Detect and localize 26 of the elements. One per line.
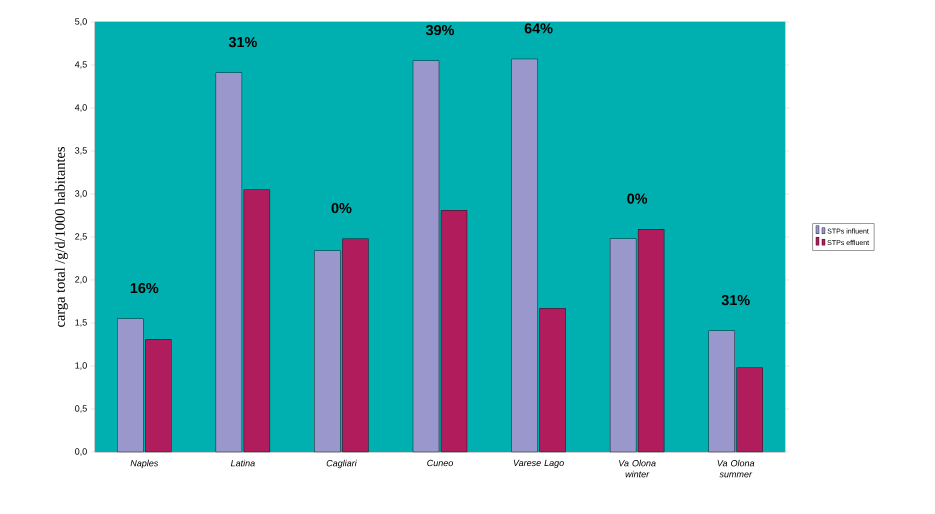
y-tick-label: 4,0 bbox=[74, 104, 87, 112]
y-axis-title: carga total /g/d/1000 habitantes bbox=[54, 147, 68, 327]
x-tick-label: Va Olona winter bbox=[619, 460, 656, 478]
y-tick-label: 0,0 bbox=[75, 448, 87, 456]
x-tick-label: Va Olona summer bbox=[718, 460, 754, 478]
annotation: 64% bbox=[524, 23, 553, 34]
x-tick-label: Latina bbox=[230, 460, 255, 466]
x-tick-label: Varese Lago bbox=[514, 460, 564, 468]
y-tick-label: 2,5 bbox=[75, 233, 87, 241]
y-tick-label: 2,0 bbox=[75, 276, 87, 284]
annotation: 16% bbox=[130, 282, 158, 294]
annotation: 31% bbox=[228, 36, 257, 48]
y-tick-label: 3,0 bbox=[75, 190, 87, 198]
x-tick-label: Cagliari bbox=[326, 460, 357, 468]
y-tick-label: 1,5 bbox=[75, 319, 87, 327]
annotation: 0% bbox=[332, 202, 352, 214]
y-tick-label: 1,0 bbox=[75, 362, 87, 370]
annotation: 0% bbox=[627, 194, 648, 204]
x-tick-label: Naples bbox=[130, 460, 158, 468]
y-tick-label: 5,0 bbox=[75, 18, 87, 26]
y-tick-label: 0,5 bbox=[75, 405, 87, 413]
y-tick-label: 4,5 bbox=[74, 61, 87, 69]
annotation: 31% bbox=[722, 294, 750, 306]
x-tick-label: Cuneo bbox=[427, 460, 453, 466]
annotation: 39% bbox=[426, 24, 454, 36]
y-tick-label: 3,5 bbox=[75, 147, 87, 155]
